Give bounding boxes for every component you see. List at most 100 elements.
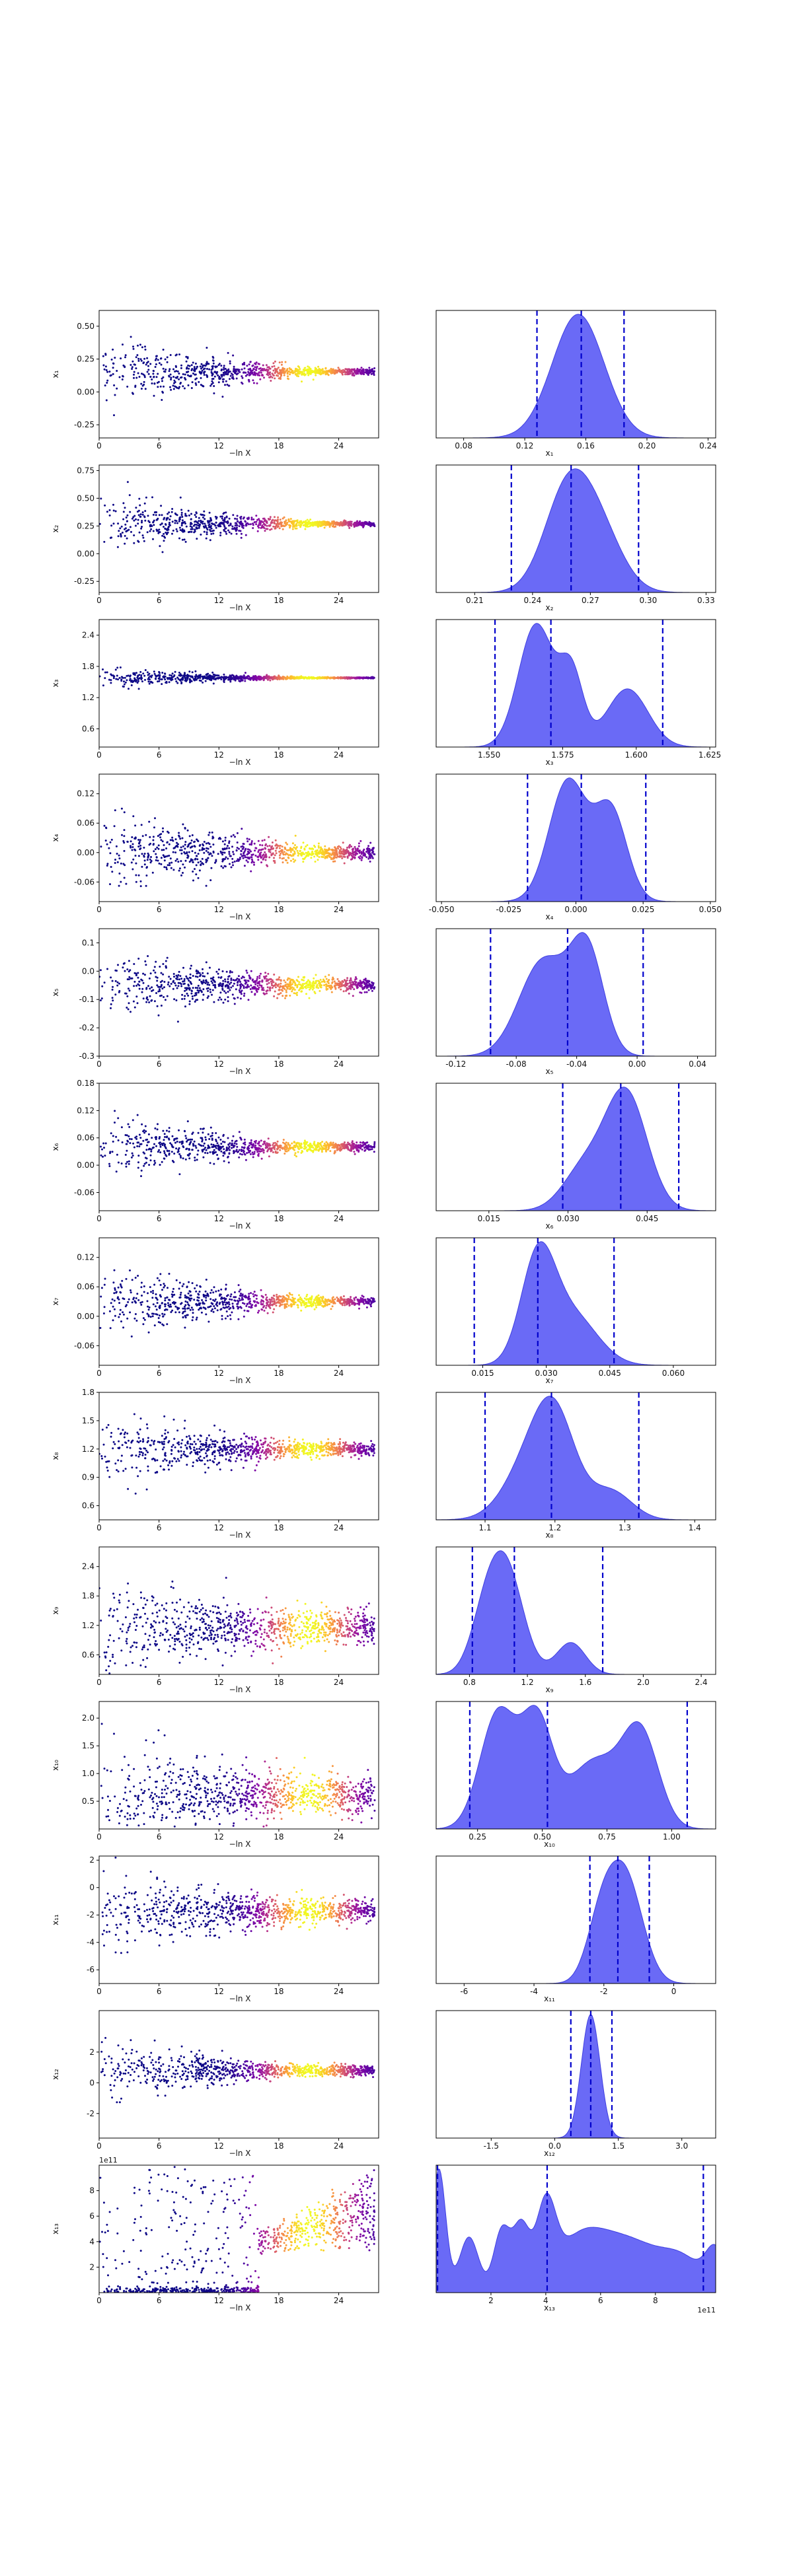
trace-point [228,531,231,534]
trace-point [227,384,230,387]
trace-point [346,678,349,680]
trace-point [118,884,120,887]
trace-point [191,859,194,861]
trace-point [110,1007,112,1009]
trace-point [211,993,213,996]
trace-point [225,520,227,523]
trace-point [122,375,124,378]
trace-point [249,988,252,990]
trace-point [135,984,137,987]
trace-point [137,1155,140,1157]
trace-point [148,820,151,823]
trace-point [248,849,251,851]
trace-point [296,984,299,987]
trace-point [173,379,176,382]
trace-point [235,370,237,373]
trace-point [221,853,224,856]
trace-point [114,394,116,396]
trace-point [361,1148,363,1151]
trace-point [225,856,227,859]
trace-point [254,363,257,365]
trace-point [250,850,252,853]
trace-point [150,856,152,858]
trace-point [200,363,203,365]
trace-point [173,1153,176,1155]
trace-point [293,852,296,854]
trace-point [133,515,136,517]
trace-point [293,989,296,991]
trace-point [314,367,317,369]
trace-point [153,370,155,373]
trace-point [169,985,171,987]
trace-point [122,343,124,346]
trace-point [186,366,188,369]
trace-point [256,365,258,368]
trace-point [198,979,201,982]
trace-point [149,680,152,683]
trace-point [211,677,213,680]
trace-point [137,1166,139,1169]
trace-point [222,867,225,869]
trace-point [124,676,126,679]
trace-point [147,674,149,676]
trace-point [188,365,191,367]
trace-point [217,985,220,987]
trace-point [132,843,134,845]
trace-point [120,1163,123,1164]
trace-point [141,853,143,855]
trace-point [136,1145,139,1147]
trace-point [286,373,289,375]
trace-point [114,809,116,812]
trace-point [363,978,365,981]
trace-point [251,369,254,372]
trace-point [262,1143,264,1145]
trace-point [194,528,196,531]
trace-point [170,376,172,379]
trace-point [135,880,137,883]
trace-point [184,378,187,380]
trace-point [150,528,153,530]
trace-point [143,859,146,862]
trace-point [131,517,133,520]
trace-point [270,522,272,524]
trace-point [291,979,293,981]
trace-point [139,885,142,888]
trace-point [151,986,153,989]
trace-point [321,523,323,526]
trace-point [111,871,114,873]
trace-point [257,851,260,853]
trace-point [356,524,358,527]
trace-point [232,864,234,867]
trace-point [327,371,330,373]
trace-point [149,678,151,681]
trace-point [159,966,161,968]
trace-point [305,982,307,985]
trace-point [142,536,145,539]
trace-point [369,855,371,857]
trace-xlabel: −ln X [229,1067,250,1076]
trace-point [203,851,206,854]
trace-point [169,386,171,388]
trace-point [154,366,157,368]
trace-point [123,835,126,838]
trace-point [152,989,155,991]
trace-point [225,511,227,514]
trace-point [158,862,161,865]
trace-point [300,1143,303,1145]
trace-point [126,514,129,517]
trace-point [274,844,277,847]
trace-point [255,515,258,517]
trace-xtick-label: 12 [214,441,224,450]
trace-point [137,519,139,521]
trace-point [147,678,149,680]
trace-point [333,980,336,983]
trace-point [371,857,374,859]
trace-point [126,1007,128,1009]
trace-point [289,524,291,527]
trace-point [198,520,200,522]
trace-point [133,980,136,983]
trace-point [152,538,154,540]
trace-point [99,969,102,972]
trace-point [135,672,137,674]
trace-point [254,854,257,857]
